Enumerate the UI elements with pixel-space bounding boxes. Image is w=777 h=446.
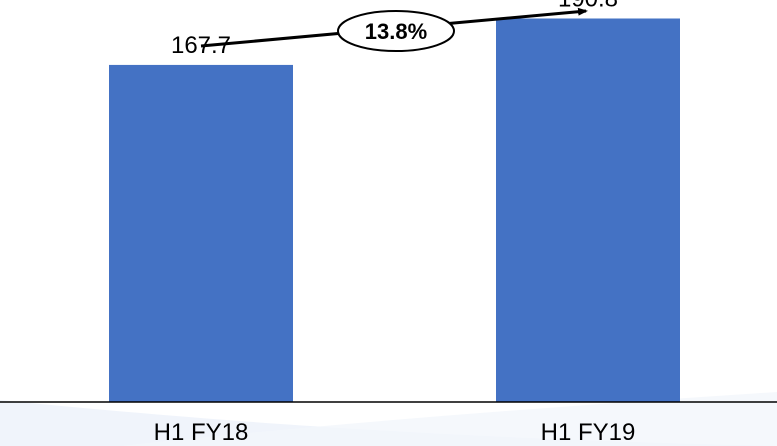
growth-arrow: 13.8% <box>200 7 588 52</box>
growth-badge-label: 13.8% <box>365 19 427 44</box>
bar-1 <box>109 64 293 402</box>
x-tick-label-1: H1 FY18 <box>154 419 249 446</box>
growth-badge <box>337 10 455 52</box>
data-label-2: 190.8 <box>558 0 618 12</box>
bar-2 <box>496 18 680 402</box>
x-tick-label-2: H1 FY19 <box>541 419 636 446</box>
